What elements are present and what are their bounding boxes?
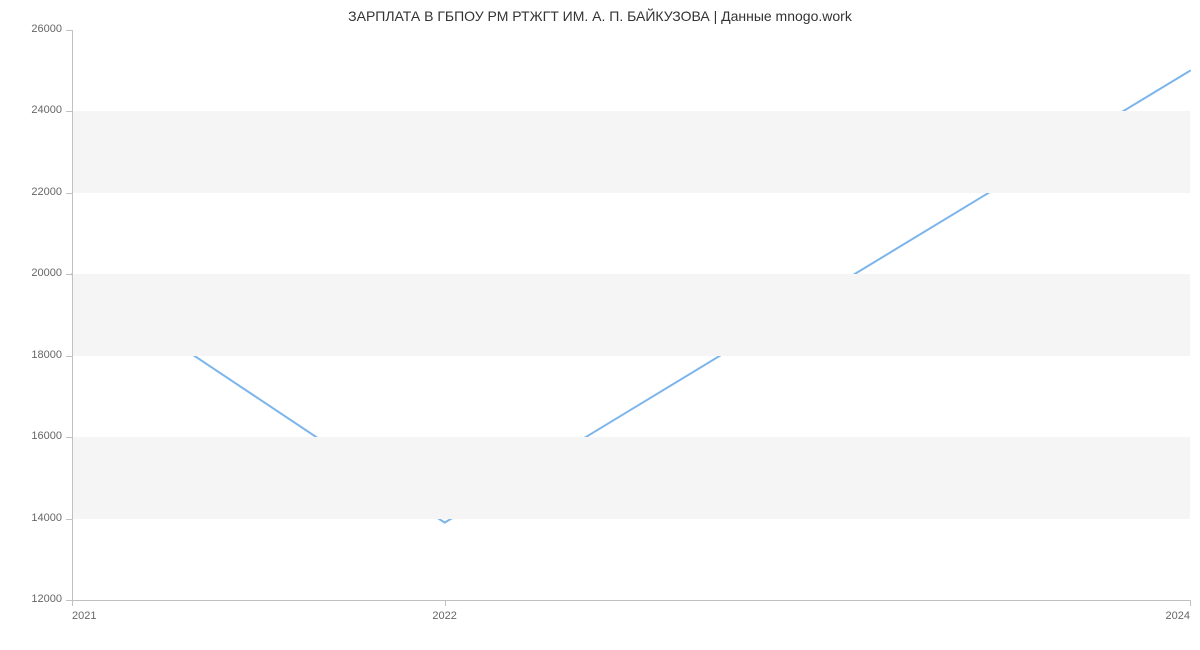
y-tick-label: 24000 [2,104,62,116]
y-tick-mark [66,519,72,520]
grid-band [72,111,1190,192]
y-tick-label: 26000 [2,23,62,35]
chart-title: ЗАРПЛАТА В ГБПОУ РМ РТЖГТ ИМ. А. П. БАЙК… [0,8,1200,24]
y-tick-mark [66,437,72,438]
y-axis-line [72,30,73,600]
y-tick-mark [66,30,72,31]
x-tick-label: 2022 [425,610,465,622]
y-tick-mark [66,111,72,112]
x-tick-mark [72,600,73,606]
x-tick-label: 2024 [1150,610,1190,622]
x-tick-mark [1190,600,1191,606]
y-tick-mark [66,356,72,357]
y-tick-label: 16000 [2,430,62,442]
y-tick-label: 22000 [2,186,62,198]
grid-band [72,437,1190,518]
y-tick-label: 20000 [2,267,62,279]
salary-line-chart: ЗАРПЛАТА В ГБПОУ РМ РТЖГТ ИМ. А. П. БАЙК… [0,0,1200,650]
y-tick-mark [66,274,72,275]
y-tick-mark [66,193,72,194]
x-tick-mark [445,600,446,606]
x-axis-line [72,600,1190,601]
x-tick-label: 2021 [72,610,96,622]
plot-area: 1200014000160001800020000220002400026000… [72,30,1190,600]
y-tick-label: 14000 [2,512,62,524]
y-tick-label: 12000 [2,593,62,605]
y-tick-label: 18000 [2,349,62,361]
grid-band [72,274,1190,355]
